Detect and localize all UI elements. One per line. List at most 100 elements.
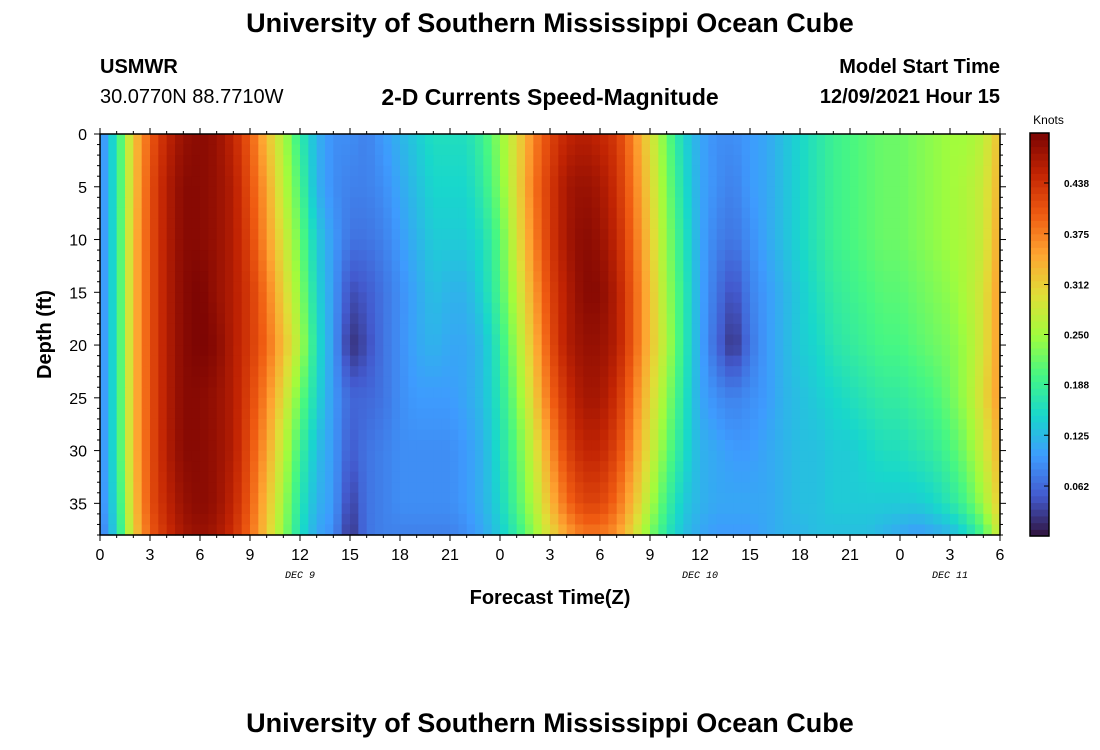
heatmap-cell — [966, 323, 976, 336]
heatmap-cell — [600, 197, 609, 209]
heatmap-cell — [666, 387, 676, 399]
heatmap-cell — [366, 387, 376, 399]
heatmap-cell — [975, 397, 984, 409]
heatmap-cell — [291, 323, 301, 336]
heatmap-cell — [975, 313, 984, 325]
heatmap-cell — [358, 397, 368, 409]
heatmap-cell — [216, 155, 226, 167]
heatmap-cell — [325, 492, 334, 504]
heatmap-cell — [216, 260, 226, 272]
heatmap-cell — [291, 281, 301, 293]
heatmap-cell — [633, 292, 643, 304]
heatmap-cell — [391, 334, 401, 346]
heatmap-cell — [375, 345, 384, 357]
heatmap-cell — [866, 429, 876, 441]
heatmap-cell — [633, 218, 643, 230]
heatmap-cell — [416, 524, 426, 536]
heatmap-cell — [158, 482, 168, 494]
heatmap-cell — [633, 408, 643, 420]
heatmap-cell — [391, 165, 401, 177]
heatmap-cell — [350, 482, 359, 494]
heatmap-cell — [325, 376, 334, 388]
heatmap-cell — [416, 503, 426, 515]
heatmap-cell — [783, 323, 793, 336]
heatmap-cell — [608, 397, 618, 409]
heatmap-cell — [533, 228, 543, 241]
heatmap-cell — [266, 503, 276, 515]
heatmap-cell — [641, 450, 651, 462]
heatmap-cell — [508, 176, 518, 188]
heatmap-cell — [925, 260, 934, 272]
heatmap-cell — [166, 503, 176, 515]
heatmap-cell — [383, 144, 393, 156]
heatmap-cell — [350, 440, 359, 452]
heatmap-cell — [158, 334, 168, 346]
heatmap-cell — [975, 429, 984, 441]
heatmap-cell — [633, 302, 643, 314]
heatmap-cell — [725, 271, 734, 283]
heatmap-cell — [791, 429, 801, 441]
heatmap-cell — [816, 250, 826, 262]
heatmap-cell — [900, 186, 909, 198]
heatmap-cell — [458, 408, 468, 420]
heatmap-cell — [266, 376, 276, 388]
heatmap-cell — [858, 366, 868, 378]
heatmap-cell — [525, 176, 534, 188]
heatmap-cell — [941, 355, 951, 367]
heatmap-cell — [200, 155, 209, 167]
heatmap-cell — [850, 197, 859, 209]
heatmap-cell — [141, 387, 151, 399]
heatmap-cell — [541, 429, 551, 441]
heatmap-cell — [566, 450, 576, 462]
heatmap-cell — [841, 250, 851, 262]
heatmap-cell — [325, 165, 334, 177]
heatmap-cell — [675, 239, 684, 251]
heatmap-cell — [300, 513, 309, 526]
heatmap-cell — [691, 450, 701, 462]
heatmap-cell — [366, 218, 376, 230]
heatmap-cell — [166, 155, 176, 167]
heatmap-cell — [641, 176, 651, 188]
heatmap-cell — [716, 250, 726, 262]
heatmap-cell — [658, 387, 668, 399]
heatmap-cell — [875, 239, 884, 251]
heatmap-cell — [916, 313, 926, 325]
heatmap-cell — [125, 134, 134, 146]
heatmap-cell — [458, 503, 468, 515]
heatmap-cell — [983, 355, 993, 367]
colorbar-segment — [1030, 287, 1049, 295]
heatmap-cell — [600, 144, 609, 156]
heatmap-cell — [316, 250, 326, 262]
heatmap-cell — [475, 450, 484, 462]
heatmap-cell — [241, 281, 251, 293]
heatmap-cell — [325, 134, 334, 146]
heatmap-cell — [283, 492, 293, 504]
heatmap-cell — [808, 355, 818, 367]
heatmap-cell — [458, 376, 468, 388]
heatmap-cell — [408, 387, 418, 399]
heatmap-cell — [333, 239, 343, 251]
heatmap-cell — [325, 482, 334, 494]
heatmap-cell — [741, 503, 751, 515]
heatmap-cell — [908, 355, 918, 367]
heatmap-cell — [950, 197, 959, 209]
heatmap-cell — [950, 440, 959, 452]
date-label: DEC 11 — [932, 571, 968, 582]
heatmap-cell — [441, 366, 451, 378]
heatmap-cell — [541, 302, 551, 314]
colorbar-segment — [1030, 361, 1049, 369]
heatmap-cell — [375, 176, 384, 188]
heatmap-cell — [591, 461, 601, 473]
heatmap-cell — [375, 155, 384, 167]
heatmap-cell — [941, 176, 951, 188]
heatmap-cell — [491, 355, 501, 367]
heatmap-cell — [575, 503, 584, 515]
heatmap-cell — [583, 155, 593, 167]
heatmap-cell — [766, 503, 776, 515]
heatmap-cell — [541, 450, 551, 462]
heatmap-cell — [150, 218, 159, 230]
heatmap-cell — [116, 366, 126, 378]
heatmap-cell — [950, 376, 959, 388]
heatmap-cell — [875, 345, 884, 357]
heatmap-cell — [308, 197, 318, 209]
